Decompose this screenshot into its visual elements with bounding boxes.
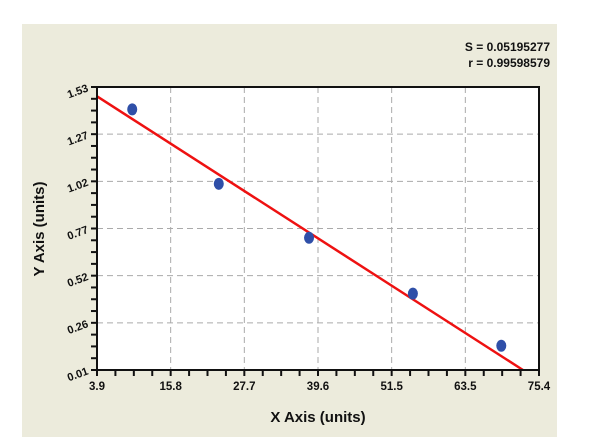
y-tick-label: 0.52: [66, 271, 90, 290]
y-tick-label: 0.01: [66, 366, 90, 385]
stat-r: r = 0.99598579: [468, 56, 550, 70]
x-tick-label: 75.4: [528, 381, 551, 393]
y-tick-label: 0.77: [66, 224, 90, 243]
x-tick-label: 15.8: [159, 381, 182, 393]
plot-frame: [96, 86, 540, 371]
data-points: [127, 103, 507, 352]
y-tick-label: 1.27: [66, 130, 90, 149]
y-tick-label: 1.02: [66, 177, 90, 196]
y-tick-labels: 0.01 0.26 0.52 0.77 1.02 1.27 1.53: [66, 83, 90, 385]
y-tick-label: 0.26: [66, 318, 90, 337]
x-tick-label: 63.5: [454, 381, 477, 393]
data-point: [127, 103, 138, 116]
y-tick-label: 1.53: [66, 83, 90, 102]
x-axis-label: X Axis (units): [270, 409, 365, 426]
data-point: [304, 231, 315, 244]
stat-s: S = 0.05195277: [464, 40, 550, 54]
grid-lines: [97, 87, 539, 370]
x-tick-label: 3.9: [89, 381, 105, 393]
y-axis-label: Y Axis (units): [31, 181, 48, 276]
data-point: [213, 177, 224, 190]
data-point: [496, 339, 507, 352]
x-tick-label: 39.6: [307, 381, 329, 393]
x-tick-label: 27.7: [233, 381, 255, 393]
x-tick-labels: 3.9 15.8 27.7 39.6 51.5 63.5 75.4: [89, 381, 551, 393]
x-tick-label: 51.5: [380, 381, 403, 393]
data-point: [407, 287, 418, 300]
